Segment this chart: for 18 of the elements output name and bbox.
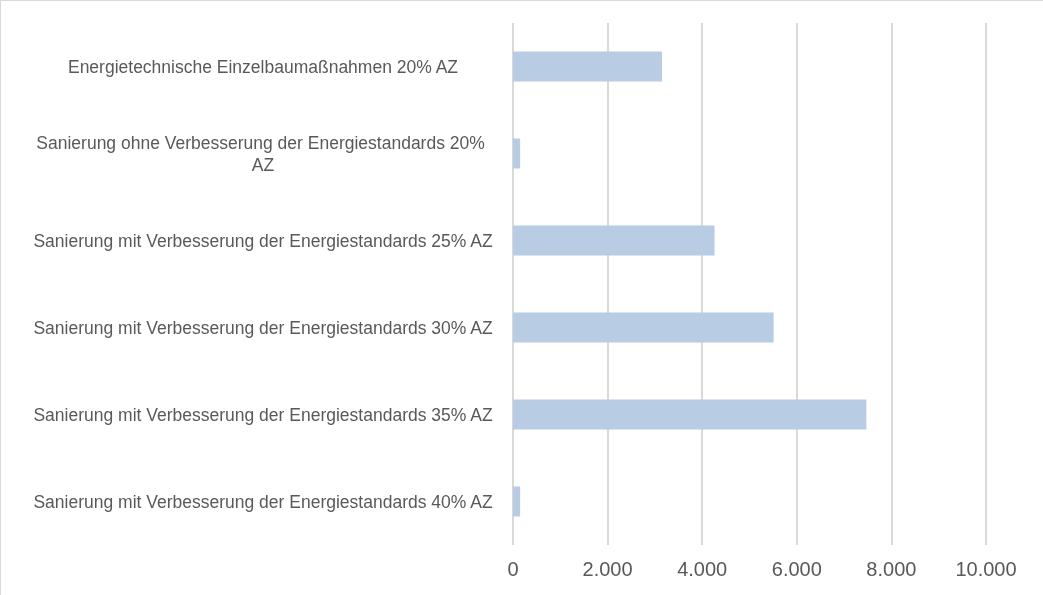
bar bbox=[513, 312, 774, 343]
y-tick-label: Sanierung mit Verbesserung der Energiestandards 25% AZ bbox=[33, 230, 493, 251]
bar bbox=[513, 138, 521, 169]
y-tick-label: Energietechnische Einzelbaumaßnahmen 20% AZ bbox=[67, 56, 459, 77]
y-tick-label: Sanierung mit Verbesserung der Energiestandards 35% AZ bbox=[33, 404, 493, 425]
x-tick-label: 8.000 bbox=[866, 558, 917, 580]
bar bbox=[513, 486, 521, 517]
bar bbox=[513, 225, 715, 256]
y-tick-label: Sanierung ohne Verbesserung der Energiestandards 20% AZ bbox=[36, 132, 490, 175]
x-tick-label: 6.000 bbox=[771, 558, 822, 580]
x-tick-label: 10.000 bbox=[955, 558, 1017, 580]
x-tick-label: 4.000 bbox=[677, 558, 728, 580]
x-tick-label: 2.000 bbox=[582, 558, 633, 580]
x-tick-label: 0 bbox=[507, 558, 519, 580]
y-tick-label: Sanierung mit Verbesserung der Energiestandards 40% AZ bbox=[33, 491, 493, 512]
bar bbox=[513, 51, 662, 82]
y-tick-label: Sanierung mit Verbesserung der Energiestandards 30% AZ bbox=[33, 317, 493, 338]
bar bbox=[513, 399, 867, 430]
